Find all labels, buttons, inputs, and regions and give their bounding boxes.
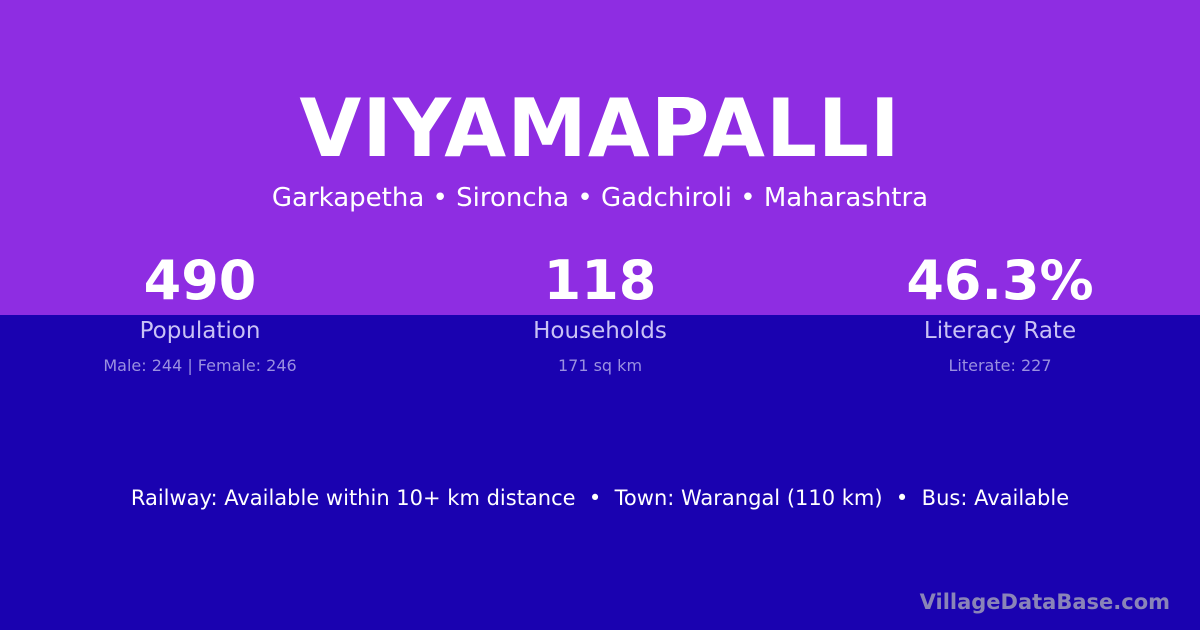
- stat-population: 490 Population Male: 244 | Female: 246: [0, 249, 400, 376]
- stat-detail: Literate: 227: [948, 356, 1052, 375]
- stat-value: 490: [143, 249, 257, 312]
- stat-detail: Male: 244 | Female: 246: [103, 356, 297, 375]
- stat-label: Literacy Rate: [923, 318, 1077, 344]
- stat-label: Population: [139, 318, 261, 344]
- stat-households: 118 Households 171 sq km: [400, 249, 800, 376]
- amenities-info: Railway: Available within 10+ km distanc…: [130, 486, 1070, 510]
- brand-watermark: VillageDataBase.com: [919, 590, 1170, 614]
- stat-literacy: 46.3% Literacy Rate Literate: 227: [800, 249, 1200, 376]
- stat-label: Households: [533, 318, 667, 344]
- village-title: VIYAMAPALLI: [299, 82, 901, 175]
- stat-value: 118: [543, 249, 657, 312]
- stat-detail: 171 sq km: [557, 356, 643, 375]
- location-breadcrumb: Garkapetha • Sironcha • Gadchiroli • Mah…: [271, 183, 929, 213]
- stat-value: 46.3%: [906, 249, 1094, 312]
- header-band: [0, 0, 1200, 315]
